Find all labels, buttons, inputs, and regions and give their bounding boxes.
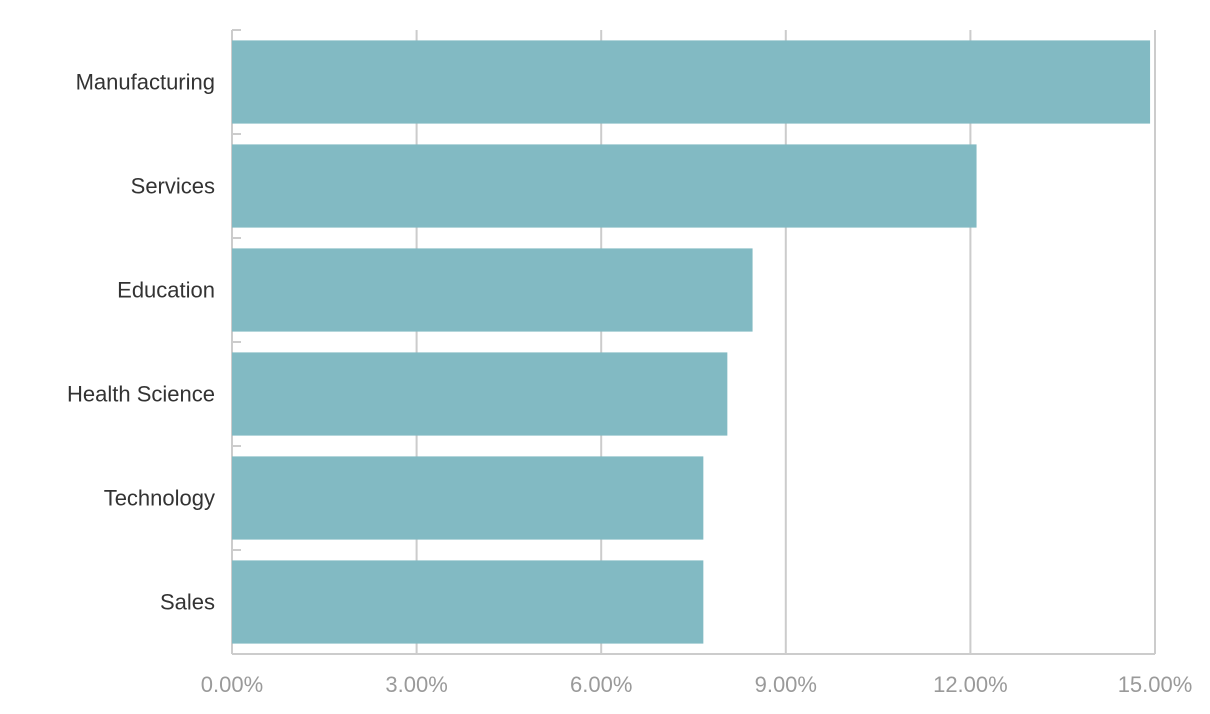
x-tick-label: 12.00%: [933, 672, 1008, 697]
category-label: Education: [117, 278, 215, 303]
axes: [232, 29, 1155, 655]
bar: [232, 248, 753, 332]
x-tick-label: 0.00%: [201, 672, 263, 697]
labels: 0.00% 3.00% 6.00% 9.00% 12.00% 15.00% Manufact…: [67, 70, 1192, 698]
x-tick-label: 6.00%: [570, 672, 632, 697]
category-label: Services: [131, 174, 215, 199]
bars: [232, 40, 1151, 644]
category-label: Health Science: [67, 382, 215, 407]
category-label: Technology: [104, 486, 215, 511]
x-tick-label: 3.00%: [385, 672, 447, 697]
bar: [232, 352, 728, 436]
x-tick-label: 15.00%: [1118, 672, 1193, 697]
bar: [232, 456, 704, 540]
bar: [232, 144, 977, 228]
bar: [232, 40, 1151, 124]
bar: [232, 560, 704, 644]
category-label: Sales: [160, 590, 215, 615]
x-tick-label: 9.00%: [755, 672, 817, 697]
category-label: Manufacturing: [76, 70, 215, 95]
